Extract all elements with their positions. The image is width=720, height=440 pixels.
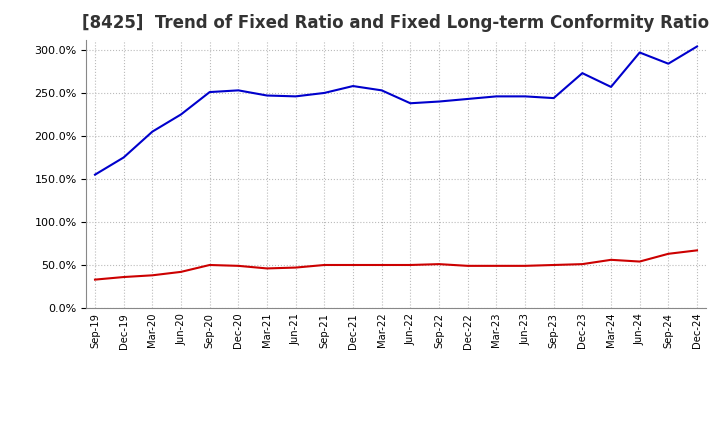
Fixed Long-term Conformity Ratio xyxy=(435,261,444,267)
Fixed Long-term Conformity Ratio xyxy=(148,273,157,278)
Fixed Ratio xyxy=(578,70,587,76)
Fixed Long-term Conformity Ratio xyxy=(664,251,672,257)
Fixed Ratio xyxy=(148,129,157,134)
Fixed Ratio xyxy=(492,94,500,99)
Fixed Long-term Conformity Ratio xyxy=(91,277,99,282)
Fixed Long-term Conformity Ratio xyxy=(492,263,500,268)
Fixed Ratio xyxy=(176,112,185,117)
Fixed Long-term Conformity Ratio xyxy=(549,262,558,268)
Fixed Long-term Conformity Ratio xyxy=(377,262,386,268)
Fixed Long-term Conformity Ratio xyxy=(120,275,128,280)
Fixed Ratio xyxy=(91,172,99,177)
Fixed Long-term Conformity Ratio xyxy=(263,266,271,271)
Line: Fixed Ratio: Fixed Ratio xyxy=(95,47,697,175)
Fixed Ratio xyxy=(693,44,701,49)
Fixed Long-term Conformity Ratio xyxy=(176,269,185,275)
Fixed Long-term Conformity Ratio xyxy=(464,263,472,268)
Title: [8425]  Trend of Fixed Ratio and Fixed Long-term Conformity Ratio: [8425] Trend of Fixed Ratio and Fixed Lo… xyxy=(82,15,710,33)
Fixed Long-term Conformity Ratio xyxy=(521,263,529,268)
Fixed Ratio xyxy=(292,94,300,99)
Fixed Ratio xyxy=(435,99,444,104)
Fixed Ratio xyxy=(549,95,558,101)
Fixed Ratio xyxy=(120,155,128,160)
Fixed Ratio xyxy=(263,93,271,98)
Fixed Ratio xyxy=(234,88,243,93)
Fixed Ratio xyxy=(406,101,415,106)
Fixed Long-term Conformity Ratio xyxy=(406,262,415,268)
Fixed Long-term Conformity Ratio xyxy=(348,262,357,268)
Fixed Ratio xyxy=(664,61,672,66)
Fixed Ratio xyxy=(635,50,644,55)
Fixed Ratio xyxy=(464,96,472,102)
Fixed Long-term Conformity Ratio xyxy=(635,259,644,264)
Fixed Ratio xyxy=(521,94,529,99)
Fixed Ratio xyxy=(607,84,616,90)
Fixed Long-term Conformity Ratio xyxy=(693,248,701,253)
Fixed Long-term Conformity Ratio xyxy=(234,263,243,268)
Fixed Long-term Conformity Ratio xyxy=(607,257,616,263)
Fixed Long-term Conformity Ratio xyxy=(205,262,214,268)
Fixed Ratio xyxy=(205,89,214,95)
Fixed Ratio xyxy=(377,88,386,93)
Line: Fixed Long-term Conformity Ratio: Fixed Long-term Conformity Ratio xyxy=(95,250,697,279)
Fixed Ratio xyxy=(320,90,328,95)
Fixed Long-term Conformity Ratio xyxy=(578,261,587,267)
Fixed Ratio xyxy=(348,84,357,89)
Fixed Long-term Conformity Ratio xyxy=(292,265,300,270)
Fixed Long-term Conformity Ratio xyxy=(320,262,328,268)
